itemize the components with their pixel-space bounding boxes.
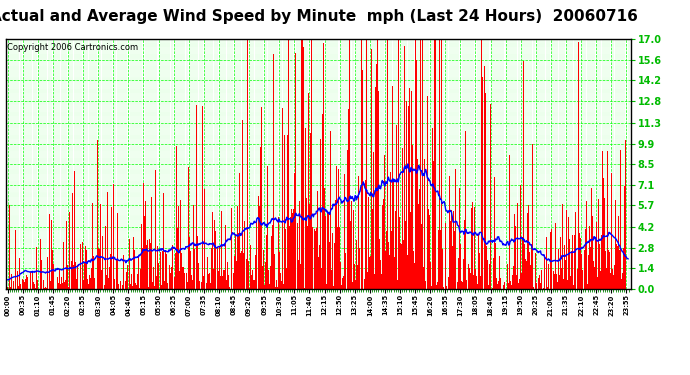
Text: Copyright 2006 Cartronics.com: Copyright 2006 Cartronics.com: [8, 43, 139, 52]
Text: Actual and Average Wind Speed by Minute  mph (Last 24 Hours)  20060716: Actual and Average Wind Speed by Minute …: [0, 9, 638, 24]
